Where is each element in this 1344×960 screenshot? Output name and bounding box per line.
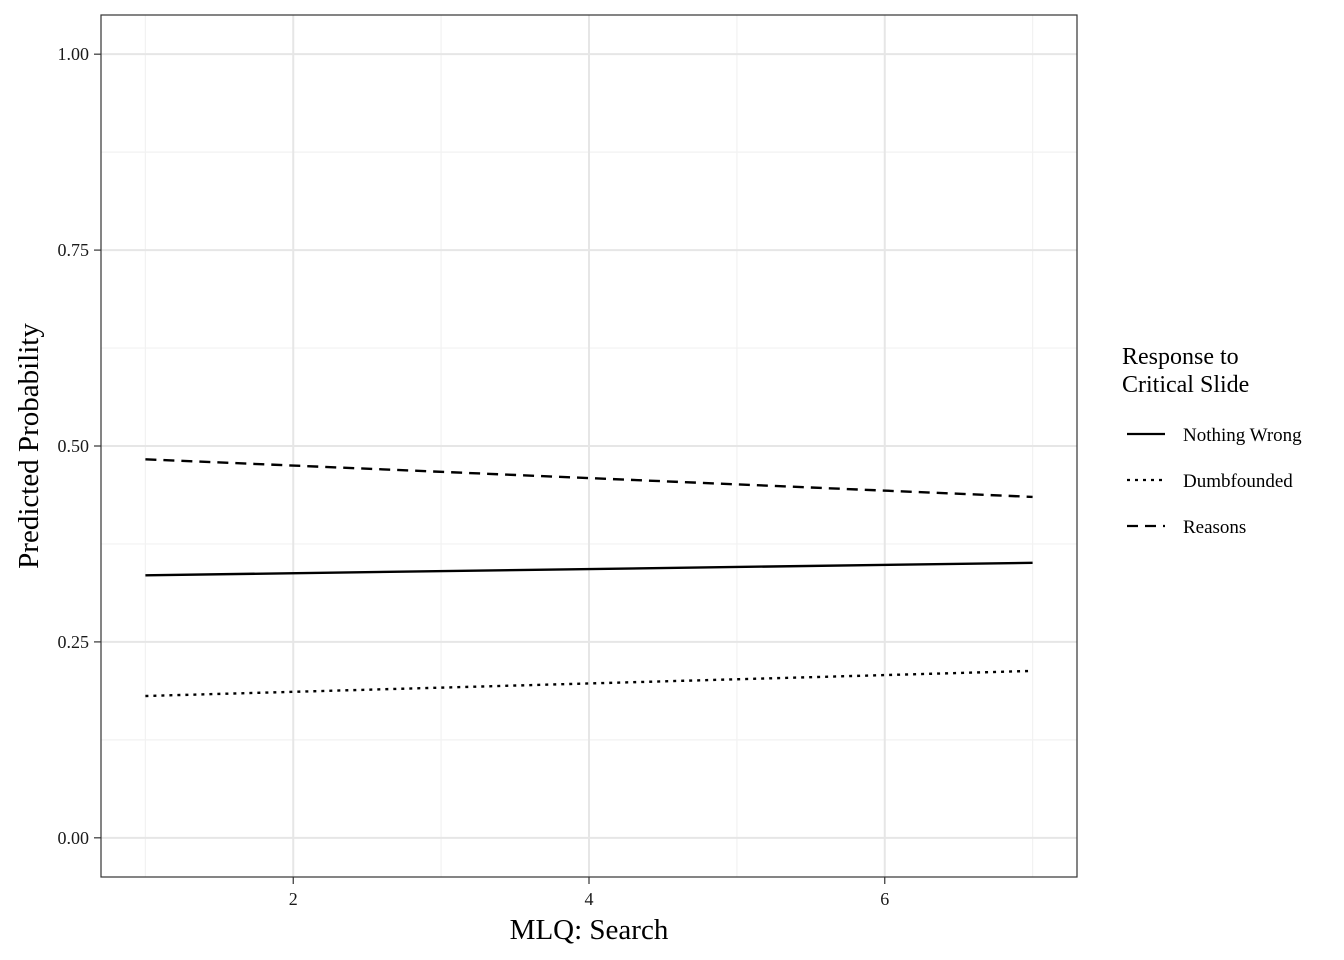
legend-label-nothing-wrong: Nothing Wrong bbox=[1183, 425, 1302, 446]
x-tick-label: 4 bbox=[585, 889, 594, 909]
x-axis: 2 4 6 bbox=[289, 877, 889, 909]
y-tick-label: 0.00 bbox=[58, 828, 90, 848]
y-tick-label: 0.50 bbox=[58, 436, 90, 456]
series-line-reasons bbox=[145, 458, 1033, 499]
series-lines bbox=[145, 458, 1033, 698]
legend: Response to Critical Slide Nothing Wrong… bbox=[1122, 344, 1302, 538]
legend-title-line-2: Critical Slide bbox=[1122, 372, 1249, 398]
x-tick-label: 6 bbox=[880, 889, 889, 909]
y-tick-label: 1.00 bbox=[58, 44, 90, 64]
series-line-nothing-wrong bbox=[145, 561, 1033, 577]
legend-title-line-1: Response to bbox=[1122, 344, 1239, 370]
x-axis-title: MLQ: Search bbox=[510, 914, 669, 946]
legend-label-reasons: Reasons bbox=[1183, 517, 1246, 538]
y-tick-label: 0.75 bbox=[58, 240, 90, 260]
legend-label-dumbfounded: Dumbfounded bbox=[1183, 471, 1293, 492]
y-axis: 0.00 0.25 0.50 0.75 1.00 bbox=[58, 44, 101, 848]
grid-major bbox=[101, 15, 1077, 877]
x-tick-label: 2 bbox=[289, 889, 298, 909]
y-axis-title: Predicted Probability bbox=[13, 323, 45, 569]
y-tick-label: 0.25 bbox=[58, 632, 90, 652]
